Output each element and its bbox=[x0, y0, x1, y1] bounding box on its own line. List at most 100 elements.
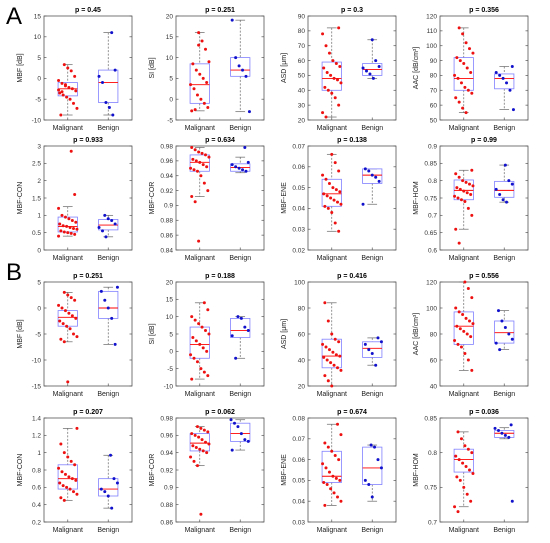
y-tick-label: 60 bbox=[430, 102, 438, 109]
y-tick-label: 40 bbox=[430, 383, 438, 390]
malignant-point bbox=[336, 366, 340, 370]
malignant-point bbox=[469, 193, 473, 197]
benign-point bbox=[361, 202, 365, 206]
malignant-point bbox=[456, 76, 460, 80]
benign-point bbox=[508, 88, 512, 92]
axes-frame bbox=[439, 281, 529, 387]
box-malignant bbox=[57, 428, 78, 501]
y-tick-label: -5 bbox=[35, 97, 41, 104]
malignant-point bbox=[72, 490, 76, 494]
malignant-point bbox=[470, 368, 474, 372]
y-tick-label: 0.86 bbox=[160, 519, 173, 526]
malignant-point bbox=[189, 455, 193, 459]
axes-frame bbox=[43, 417, 133, 523]
axes-frame bbox=[175, 15, 265, 121]
malignant-point bbox=[207, 155, 211, 159]
malignant-point bbox=[73, 74, 77, 78]
box-malignant bbox=[321, 302, 342, 387]
y-tick-label: 0.98 bbox=[160, 143, 173, 150]
y-tick-label: 0.03 bbox=[292, 227, 305, 234]
malignant-point bbox=[457, 100, 461, 104]
y-tick-label: 0.8 bbox=[32, 467, 41, 474]
panel-12: p = 0.556 40 60 80 100 120 AAC [dB/cm³] Maligna… bbox=[413, 273, 529, 398]
malignant-point bbox=[461, 313, 465, 316]
benign-point bbox=[230, 18, 234, 22]
malignant-point bbox=[201, 449, 205, 453]
benign-point bbox=[234, 356, 238, 360]
malignant-point bbox=[454, 306, 458, 310]
y-tick-label: 0 bbox=[169, 97, 173, 104]
malignant-point bbox=[74, 220, 78, 224]
axes-frame bbox=[307, 281, 397, 387]
y-axis-label: MBF-COR bbox=[149, 182, 156, 215]
y-tick-label: 15 bbox=[166, 297, 174, 304]
malignant-point bbox=[333, 221, 337, 225]
y-tick-label: 80 bbox=[430, 73, 438, 80]
box-benign bbox=[98, 286, 119, 345]
panel-title: p = 0.188 bbox=[205, 273, 235, 280]
malignant-point bbox=[59, 113, 63, 117]
benign-point bbox=[367, 348, 371, 352]
malignant-point bbox=[457, 175, 461, 179]
x-tick-label: Malignant bbox=[53, 527, 83, 534]
malignant-point bbox=[466, 88, 470, 92]
malignant-point bbox=[339, 499, 343, 503]
malignant-point bbox=[337, 340, 341, 344]
malignant-point bbox=[63, 309, 67, 313]
malignant-point bbox=[191, 62, 195, 66]
iqr-box bbox=[453, 57, 474, 91]
y-tick-label: 0.96 bbox=[160, 433, 173, 440]
x-tick-label: Malignant bbox=[53, 125, 83, 132]
y-tick-label: 80 bbox=[298, 28, 306, 35]
x-tick-label: Malignant bbox=[53, 255, 83, 262]
malignant-point bbox=[66, 380, 70, 384]
malignant-point bbox=[189, 83, 193, 87]
x-tick-label: Benign bbox=[493, 125, 515, 132]
benign-point bbox=[110, 506, 114, 510]
benign-point bbox=[367, 483, 371, 487]
benign-point bbox=[113, 222, 117, 226]
benign-point bbox=[494, 70, 498, 74]
malignant-point bbox=[195, 360, 199, 364]
malignant-point bbox=[464, 316, 468, 320]
benign-point bbox=[104, 101, 108, 105]
malignant-point bbox=[74, 89, 78, 93]
malignant-point bbox=[325, 194, 329, 198]
malignant-point bbox=[69, 69, 73, 73]
malignant-point bbox=[336, 422, 340, 426]
box-benign bbox=[362, 39, 383, 79]
malignant-point bbox=[197, 322, 201, 326]
malignant-point bbox=[338, 190, 342, 194]
malignant-point bbox=[329, 196, 333, 200]
malignant-point bbox=[58, 222, 62, 226]
y-tick-label: 0.8 bbox=[428, 178, 437, 185]
y-tick-label: 80 bbox=[430, 331, 438, 338]
malignant-point bbox=[323, 85, 327, 89]
malignant-point bbox=[459, 437, 463, 441]
malignant-point bbox=[458, 478, 462, 482]
iqr-box bbox=[362, 446, 383, 485]
x-tick-label: Benign bbox=[493, 255, 515, 262]
malignant-point bbox=[204, 329, 208, 333]
benign-point bbox=[500, 319, 504, 323]
benign-point bbox=[370, 173, 374, 177]
iqr-box bbox=[453, 448, 474, 473]
y-tick-label: 15 bbox=[34, 13, 42, 20]
x-tick-label: Benign bbox=[361, 125, 383, 132]
benign-point bbox=[230, 163, 234, 167]
y-tick-label: 100 bbox=[294, 279, 305, 286]
y-tick-label: 80 bbox=[298, 305, 306, 312]
y-tick-label: 0 bbox=[169, 349, 173, 356]
malignant-point bbox=[65, 95, 69, 99]
malignant-point bbox=[462, 329, 466, 333]
benign-point bbox=[106, 494, 110, 498]
panel-10: p = 0.188 -10 -5 0 5 10 15 20 SI [dB] Malignant Be… bbox=[149, 273, 265, 398]
benign-point bbox=[367, 169, 371, 173]
y-axis-label: MBF [dB] bbox=[17, 53, 24, 82]
malignant-point bbox=[202, 301, 206, 305]
malignant-point bbox=[337, 458, 341, 462]
malignant-point bbox=[190, 432, 194, 436]
malignant-point bbox=[207, 332, 211, 336]
malignant-point bbox=[73, 193, 77, 197]
y-tick-label: 10 bbox=[34, 34, 42, 41]
